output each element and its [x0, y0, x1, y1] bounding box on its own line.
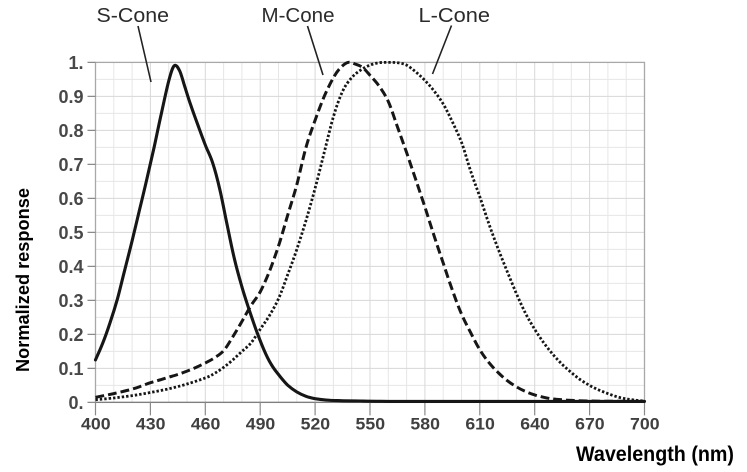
- svg-text:0.8: 0.8: [58, 121, 83, 141]
- svg-text:460: 460: [191, 416, 221, 434]
- svg-text:M-Cone: M-Cone: [262, 5, 335, 27]
- svg-text:430: 430: [136, 416, 166, 434]
- svg-text:L-Cone: L-Cone: [419, 5, 491, 27]
- svg-text:1.: 1.: [68, 53, 83, 73]
- svg-text:550: 550: [356, 416, 386, 434]
- svg-text:0.3: 0.3: [58, 291, 83, 311]
- svg-text:S-Cone: S-Cone: [97, 5, 170, 27]
- svg-text:640: 640: [520, 416, 550, 434]
- svg-text:490: 490: [246, 416, 276, 434]
- svg-text:670: 670: [575, 416, 605, 434]
- svg-text:0.9: 0.9: [58, 87, 83, 107]
- svg-text:0.: 0.: [68, 393, 83, 413]
- svg-text:400: 400: [81, 416, 111, 434]
- svg-text:0.2: 0.2: [58, 325, 83, 345]
- svg-text:0.5: 0.5: [58, 223, 83, 243]
- svg-text:580: 580: [410, 416, 440, 434]
- svg-text:Wavelength (nm): Wavelength (nm): [576, 443, 734, 466]
- svg-text:610: 610: [465, 416, 495, 434]
- svg-text:Normalized response: Normalized response: [12, 188, 33, 372]
- svg-text:0.7: 0.7: [58, 155, 83, 175]
- svg-text:0.4: 0.4: [58, 257, 83, 277]
- svg-text:520: 520: [301, 416, 331, 434]
- svg-text:0.1: 0.1: [58, 359, 83, 379]
- svg-text:700: 700: [630, 416, 660, 434]
- svg-text:0.6: 0.6: [58, 189, 83, 209]
